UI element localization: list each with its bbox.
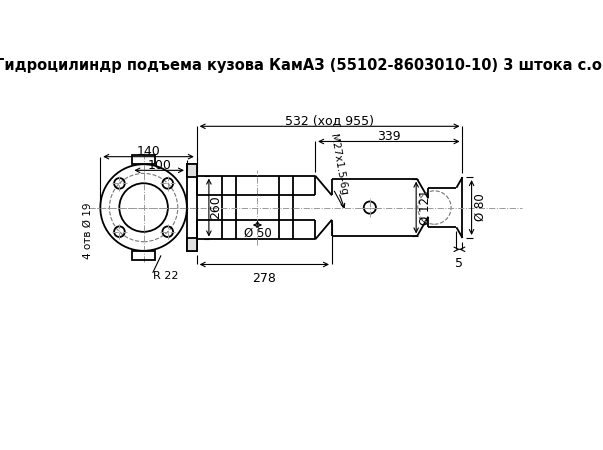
Text: Ø 121: Ø 121 xyxy=(418,190,432,225)
Text: 260: 260 xyxy=(209,196,223,220)
Text: 140: 140 xyxy=(137,145,160,158)
Text: M27x1.5-6g: M27x1.5-6g xyxy=(327,133,349,196)
Text: Ø 80: Ø 80 xyxy=(474,194,487,221)
Bar xyxy=(132,251,155,260)
Text: 339: 339 xyxy=(377,130,400,143)
Text: 5: 5 xyxy=(455,257,464,270)
Bar xyxy=(187,238,197,251)
Bar xyxy=(132,155,155,164)
Text: 100: 100 xyxy=(147,158,171,171)
Text: 4 отв Ø 19: 4 отв Ø 19 xyxy=(83,202,92,259)
Text: R 22: R 22 xyxy=(153,271,179,281)
Text: Гидроцилиндр подъема кузова КамАЗ (55102-8603010-10) 3 штока с.о.: Гидроцилиндр подъема кузова КамАЗ (55102… xyxy=(0,58,603,73)
Text: 278: 278 xyxy=(253,272,276,285)
Text: Ø 50: Ø 50 xyxy=(244,227,271,240)
Bar xyxy=(187,164,197,177)
Bar xyxy=(187,164,197,251)
Text: 532 (ход 955): 532 (ход 955) xyxy=(285,114,374,127)
